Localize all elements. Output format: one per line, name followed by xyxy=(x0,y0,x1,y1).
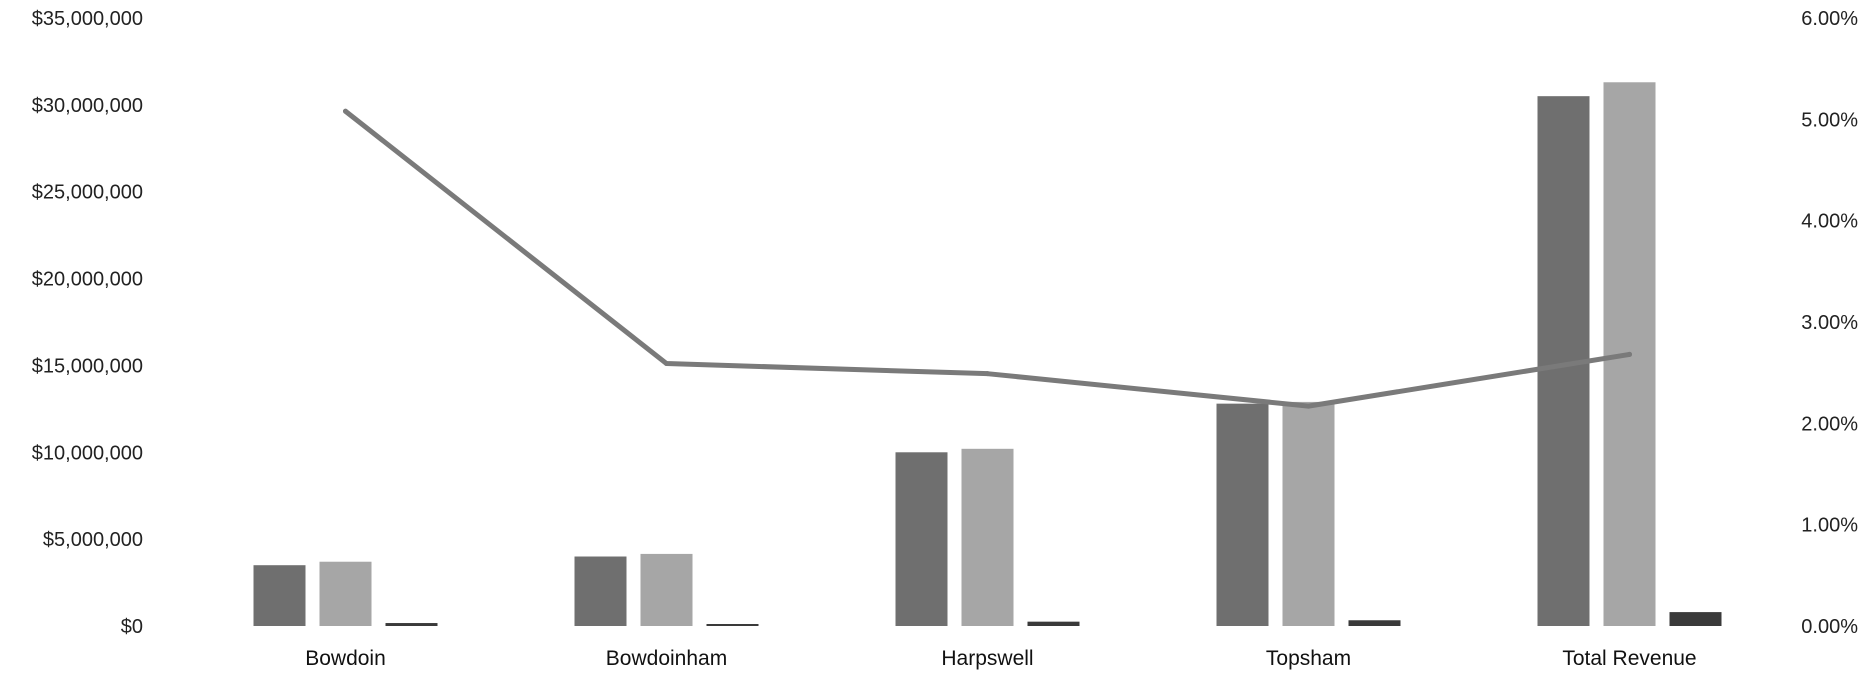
right-tick-label: 6.00% xyxy=(1801,8,1858,30)
rate-point xyxy=(1627,351,1632,357)
bar xyxy=(319,561,372,626)
rate-point xyxy=(985,371,990,377)
category-label: Harpswell xyxy=(941,647,1033,670)
bar xyxy=(961,448,1014,626)
bar xyxy=(574,556,627,626)
bar xyxy=(1669,612,1722,626)
right-tick-label: 1.00% xyxy=(1801,515,1858,537)
bars xyxy=(253,82,1722,626)
category-axis: Bowdoin Bowdoinham Harpswell Topsham Total R… xyxy=(305,647,1696,670)
bar xyxy=(1348,620,1401,626)
bar xyxy=(385,623,438,626)
rate-line xyxy=(343,108,1632,409)
right-tick-label: 2.00% xyxy=(1801,413,1858,435)
left-tick-label: $30,000,000 xyxy=(32,95,143,117)
left-tick-label: $20,000,000 xyxy=(32,269,143,291)
bar xyxy=(895,452,948,626)
left-tick-label: $15,000,000 xyxy=(32,355,143,377)
left-tick-label: $25,000,000 xyxy=(32,182,143,204)
rate-line-path xyxy=(343,108,1632,409)
category-label: Total Revenue xyxy=(1562,647,1696,670)
category-label: Bowdoin xyxy=(305,647,386,670)
left-axis: $0 $5,000,000 $10,000,000 $15,000,000 $20,00… xyxy=(32,8,143,638)
rate-point xyxy=(1306,403,1311,409)
right-tick-label: 5.00% xyxy=(1801,109,1858,131)
bar xyxy=(1216,403,1269,626)
category-label: Topsham xyxy=(1266,647,1351,670)
bar xyxy=(1282,401,1335,626)
left-tick-label: $10,000,000 xyxy=(32,442,143,464)
right-tick-label: 0.00% xyxy=(1801,616,1858,638)
right-axis: 0.00% 1.00% 2.00% 3.00% 4.00% 5.00% 6.00% xyxy=(1801,8,1858,638)
left-tick-label: $0 xyxy=(121,616,143,638)
bar xyxy=(253,565,306,626)
left-tick-label: $5,000,000 xyxy=(43,529,143,551)
bar xyxy=(706,624,759,626)
right-tick-label: 3.00% xyxy=(1801,312,1858,334)
bar xyxy=(1027,621,1080,626)
category-label: Bowdoinham xyxy=(606,647,727,670)
right-tick-label: 4.00% xyxy=(1801,211,1858,233)
rate-point xyxy=(664,361,669,367)
bar xyxy=(640,553,693,626)
left-tick-label: $35,000,000 xyxy=(32,8,143,30)
rate-point xyxy=(343,108,348,114)
